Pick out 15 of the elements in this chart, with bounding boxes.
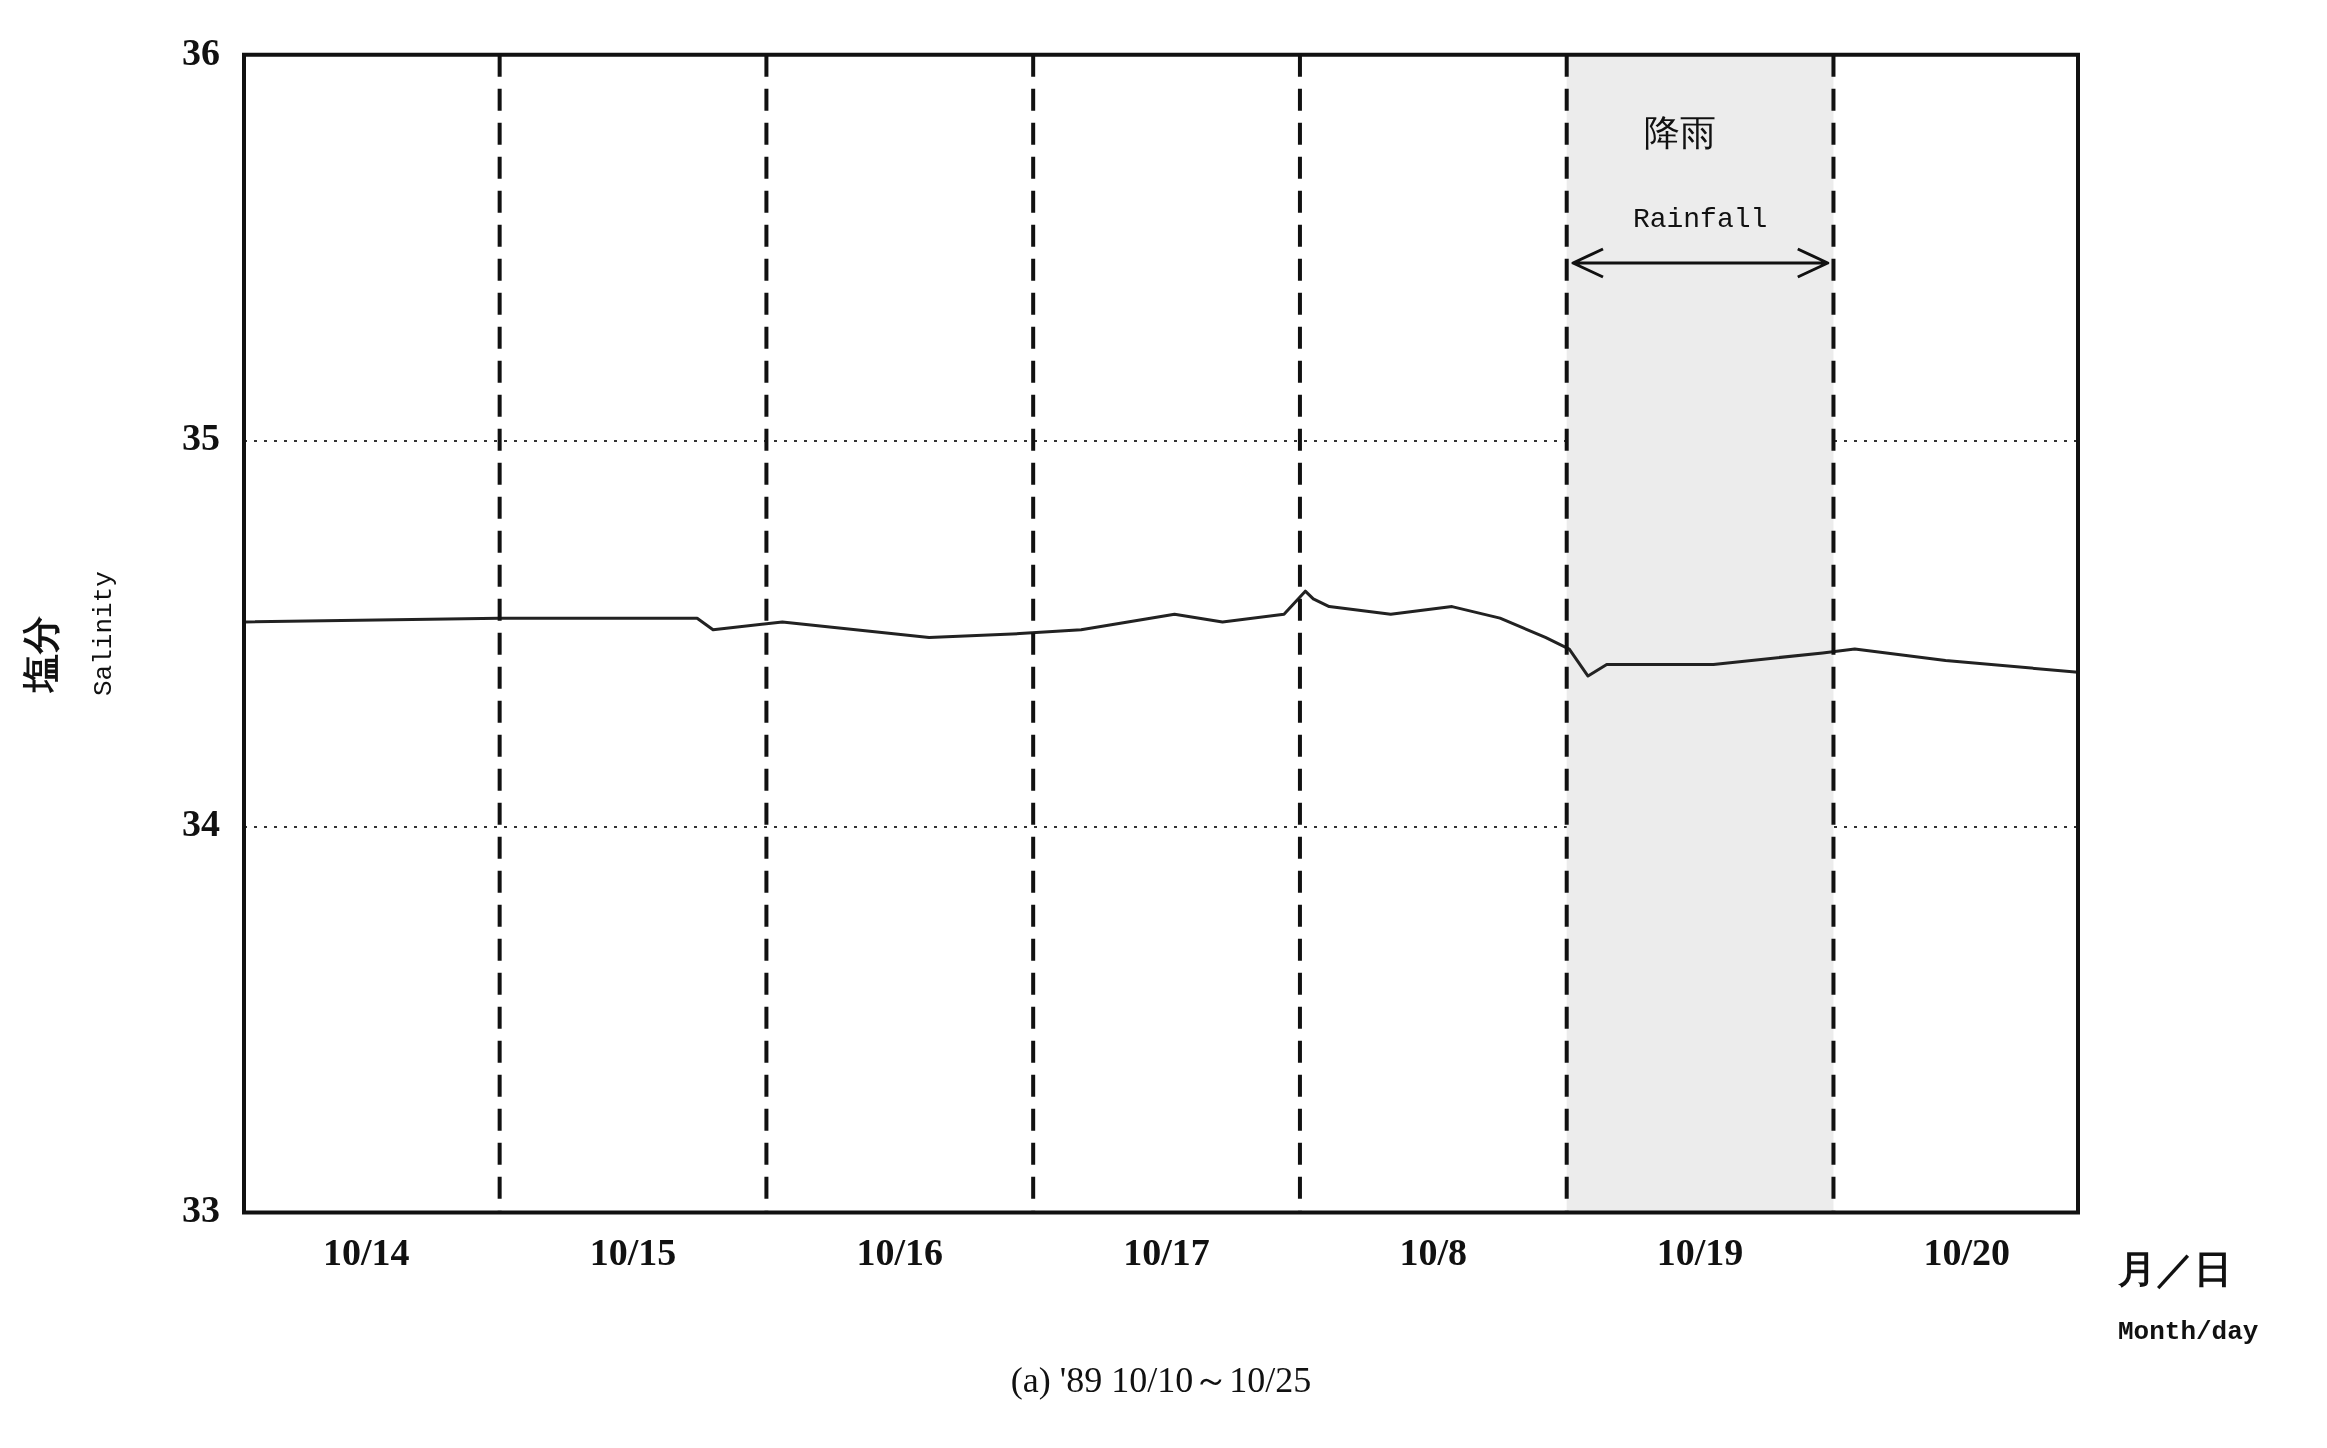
y-tick-label: 33	[182, 1188, 220, 1231]
text: 降雨 Rainfall	[1632, 112, 1768, 235]
x-tick-label: 10/20	[1923, 1231, 2011, 1274]
x-tick-label: 10/8	[1399, 1231, 1468, 1274]
y-axis-title: 塩分 Salinity	[19, 571, 119, 697]
x-tick-label: 10/19	[1656, 1231, 1744, 1274]
x-tick-label: 10/15	[589, 1231, 677, 1274]
x-tick-label: 10/14	[322, 1231, 410, 1274]
text: (a) '89 10/10～10/25	[1010, 1359, 1312, 1400]
y-tick-label: 36	[182, 30, 220, 73]
x-axis-title: 月／日 Month/day	[2117, 1248, 2259, 1347]
y-tick-label: 35	[182, 416, 220, 459]
x-tick-label: 10/16	[856, 1231, 944, 1274]
x-tick-label: 10/17	[1123, 1231, 1210, 1274]
y-tick-label: 34	[182, 802, 220, 845]
